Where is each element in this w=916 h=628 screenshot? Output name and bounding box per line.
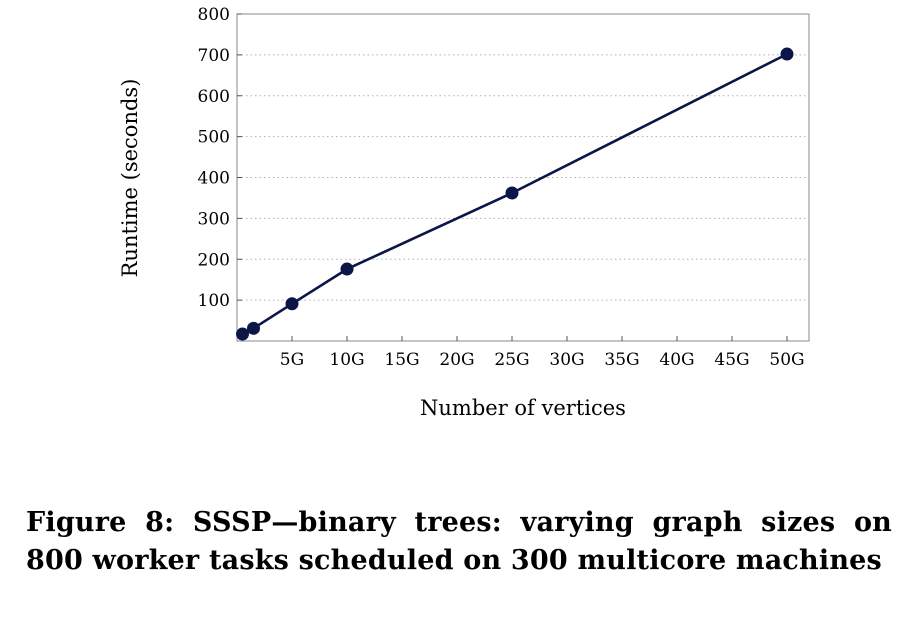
x-axis-title: Number of vertices — [420, 396, 626, 420]
x-tick-label: 15G — [384, 350, 419, 370]
data-points — [236, 47, 794, 341]
y-axis-ticks: 100 200 300 400 500 600 700 800 — [198, 5, 242, 311]
data-point — [247, 321, 260, 335]
y-tick-label: 800 — [198, 5, 230, 25]
x-tick-label: 30G — [549, 350, 584, 370]
y-tick-label: 600 — [198, 87, 230, 107]
x-tick-label: 20G — [439, 350, 474, 370]
x-tick-label: 50G — [769, 350, 804, 370]
line-chart: 100 200 300 400 500 600 700 800 5G 10G 15G 20G 25G 3… — [118, 5, 810, 420]
x-tick-label: 25G — [494, 350, 529, 370]
y-axis-title: Runtime (seconds) — [118, 79, 142, 278]
data-point — [285, 297, 299, 311]
x-tick-label: 10G — [329, 350, 364, 370]
gridlines — [237, 54, 809, 301]
data-point — [340, 262, 354, 276]
data-point — [236, 327, 249, 341]
figure-caption: Figure 8: SSSP—binary trees: varying gra… — [26, 507, 892, 576]
y-tick-label: 100 — [198, 291, 230, 311]
x-axis-ticks: 5G 10G 15G 20G 25G 30G 35G 40G 45G 50G — [280, 336, 805, 370]
x-tick-label: 35G — [604, 350, 639, 370]
data-point — [780, 47, 794, 61]
y-tick-label: 200 — [198, 250, 230, 270]
x-tick-label: 5G — [280, 350, 304, 370]
y-tick-label: 300 — [198, 209, 230, 229]
x-tick-label: 45G — [714, 350, 749, 370]
y-tick-label: 500 — [198, 128, 230, 148]
data-point — [505, 186, 519, 200]
y-tick-label: 700 — [198, 46, 230, 66]
x-tick-label: 40G — [659, 350, 694, 370]
y-tick-label: 400 — [198, 169, 230, 189]
